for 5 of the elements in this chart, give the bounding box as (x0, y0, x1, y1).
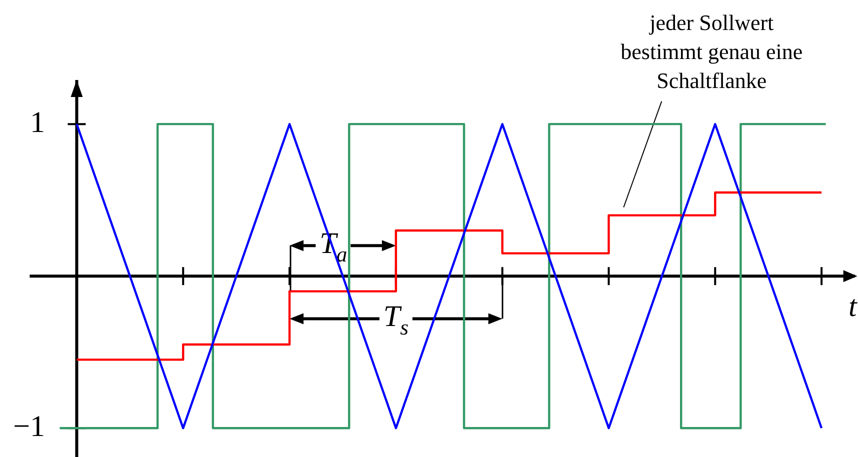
y-tick-label: −1 (13, 410, 45, 443)
x-axis-title: t (848, 290, 858, 324)
y-tick-label: 1 (30, 106, 45, 139)
annotation: jeder Sollwert bestimmt genau eine Schaltflanke (620, 9, 803, 96)
annotation: T$_{s}$ (383, 300, 409, 340)
